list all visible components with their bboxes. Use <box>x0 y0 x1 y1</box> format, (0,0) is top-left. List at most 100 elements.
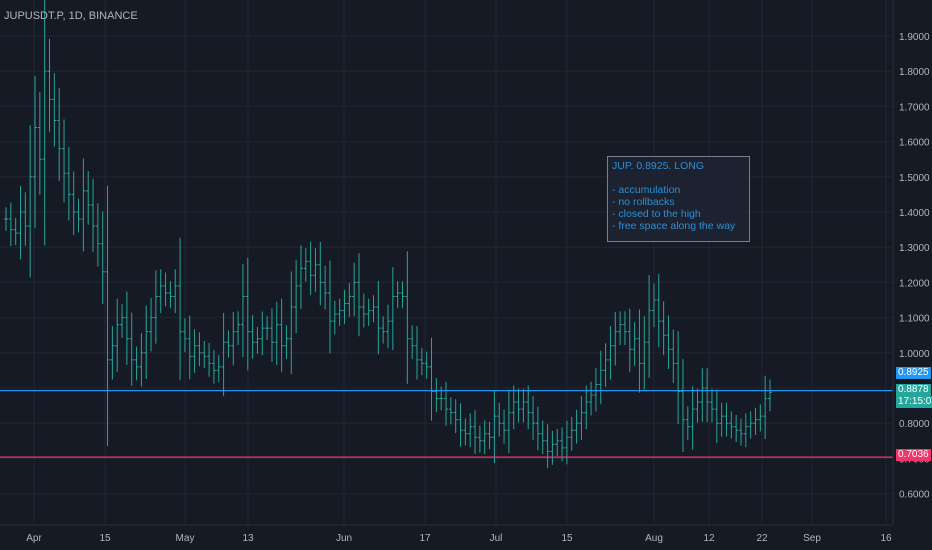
ohlc-bar <box>685 406 690 441</box>
y-tick-label: 1.2000 <box>899 278 930 289</box>
ohlc-bar <box>618 311 623 346</box>
ohlc-bar <box>284 325 289 360</box>
x-tick-label: 15 <box>99 533 111 544</box>
note-line: - closed to the high <box>612 208 701 220</box>
ohlc-bar <box>381 316 386 344</box>
ohlc-bar <box>182 318 187 353</box>
ohlc-bar <box>139 333 144 387</box>
ohlc-bar <box>318 241 323 306</box>
ohlc-bar <box>448 397 453 425</box>
trade-note[interactable]: JUP. 0.8925. LONG - accumulation - no ro… <box>607 156 750 242</box>
y-tick-label: 1.1000 <box>899 314 930 325</box>
ohlc-bar <box>4 207 8 231</box>
ohlc-bar <box>671 329 676 384</box>
ohlc-bar <box>768 379 772 412</box>
y-tick-label: 1.9000 <box>899 32 930 43</box>
ohlc-bar <box>424 351 429 379</box>
ohlc-bar <box>584 385 589 430</box>
ohlc-bar <box>429 337 434 421</box>
ohlc-bar <box>487 421 492 450</box>
ohlc-bar <box>250 315 255 359</box>
ohlc-bar <box>444 382 449 426</box>
ohlc-bar <box>705 368 710 422</box>
ohlc-bar <box>163 272 168 307</box>
ohlc-bar <box>240 264 245 358</box>
ohlc-bar <box>86 171 91 225</box>
ohlc-bar <box>352 262 357 317</box>
ohlc-bar <box>124 291 129 365</box>
ohlc-bar <box>589 381 594 416</box>
ohlc-bar <box>613 311 618 366</box>
ohlc-bar <box>62 119 67 203</box>
ohlc-bar <box>332 300 337 335</box>
ohlc-bar <box>178 237 183 380</box>
ohlc-bar <box>651 283 656 328</box>
x-tick-label: Jun <box>336 533 352 544</box>
ohlc-bar <box>115 298 120 372</box>
ohlc-bar <box>468 413 473 448</box>
ohlc-bar <box>622 311 627 346</box>
ohlc-bar <box>709 388 714 423</box>
ohlc-bar <box>511 385 516 430</box>
ohlc-bar <box>598 350 603 405</box>
last-price-badge: 0.8878 <box>896 384 931 396</box>
x-tick-label: 12 <box>703 533 715 544</box>
ohlc-bar <box>37 91 42 195</box>
ohlc-bar <box>313 248 318 292</box>
ohlc-bar <box>8 202 13 247</box>
ohlc-bar <box>274 301 279 366</box>
ohlc-bar <box>236 311 241 346</box>
ohlc-bar <box>506 389 511 454</box>
ohlc-bar <box>593 367 598 412</box>
ohlc-bar <box>371 295 376 323</box>
ohlc-bar <box>743 413 748 448</box>
ohlc-bar <box>763 375 768 440</box>
ohlc-bar <box>33 76 38 229</box>
ohlc-bar <box>627 308 632 373</box>
ohlc-bar <box>545 424 550 468</box>
ohlc-bar <box>729 411 734 439</box>
ohlc-bar <box>540 420 545 455</box>
ohlc-bar <box>47 38 52 132</box>
ohlc-bar <box>221 313 226 397</box>
ohlc-bar <box>690 386 695 450</box>
ohlc-bar <box>458 403 463 447</box>
ohlc-bar <box>202 341 207 369</box>
ohlc-bar <box>231 311 236 366</box>
ohlc-bar <box>23 192 28 246</box>
ohlc-bar <box>521 388 526 423</box>
ohlc-bar <box>91 178 96 253</box>
ohlc-bar <box>390 267 395 351</box>
ohlc-bar <box>129 312 134 386</box>
countdown-badge: 17:15:07 <box>896 396 932 408</box>
y-tick-label: 1.0000 <box>899 349 930 360</box>
ohlc-bar <box>676 330 681 424</box>
ohlc-bar <box>289 271 294 375</box>
ohlc-bar <box>187 315 192 380</box>
ohlc-bar <box>526 385 531 430</box>
ohlc-bar <box>269 308 274 362</box>
ohlc-bar <box>477 425 482 453</box>
y-tick-label: 1.6000 <box>899 138 930 149</box>
ohlc-bar <box>482 420 487 455</box>
ohlc-bar <box>149 297 154 352</box>
ohlc-bar <box>260 311 265 356</box>
ohlc-bar <box>207 342 212 377</box>
ohlc-bar <box>531 396 536 440</box>
ohlc-bar <box>110 326 115 380</box>
ohlc-bar <box>647 275 652 378</box>
y-tick-label: 1.5000 <box>899 173 930 184</box>
y-tick-label: 0.6000 <box>899 490 930 501</box>
ohlc-bar <box>153 270 158 344</box>
y-tick-label: 1.4000 <box>899 208 930 219</box>
ohlc-bar <box>100 211 105 305</box>
ohlc-bar <box>144 305 149 379</box>
ohlc-bar <box>120 304 125 339</box>
ohlc-bar <box>579 396 584 440</box>
ohlc-bar <box>42 0 47 246</box>
ohlc-bar <box>719 402 724 437</box>
ohlc-bar <box>323 265 328 310</box>
ohlc-bar <box>656 273 661 348</box>
